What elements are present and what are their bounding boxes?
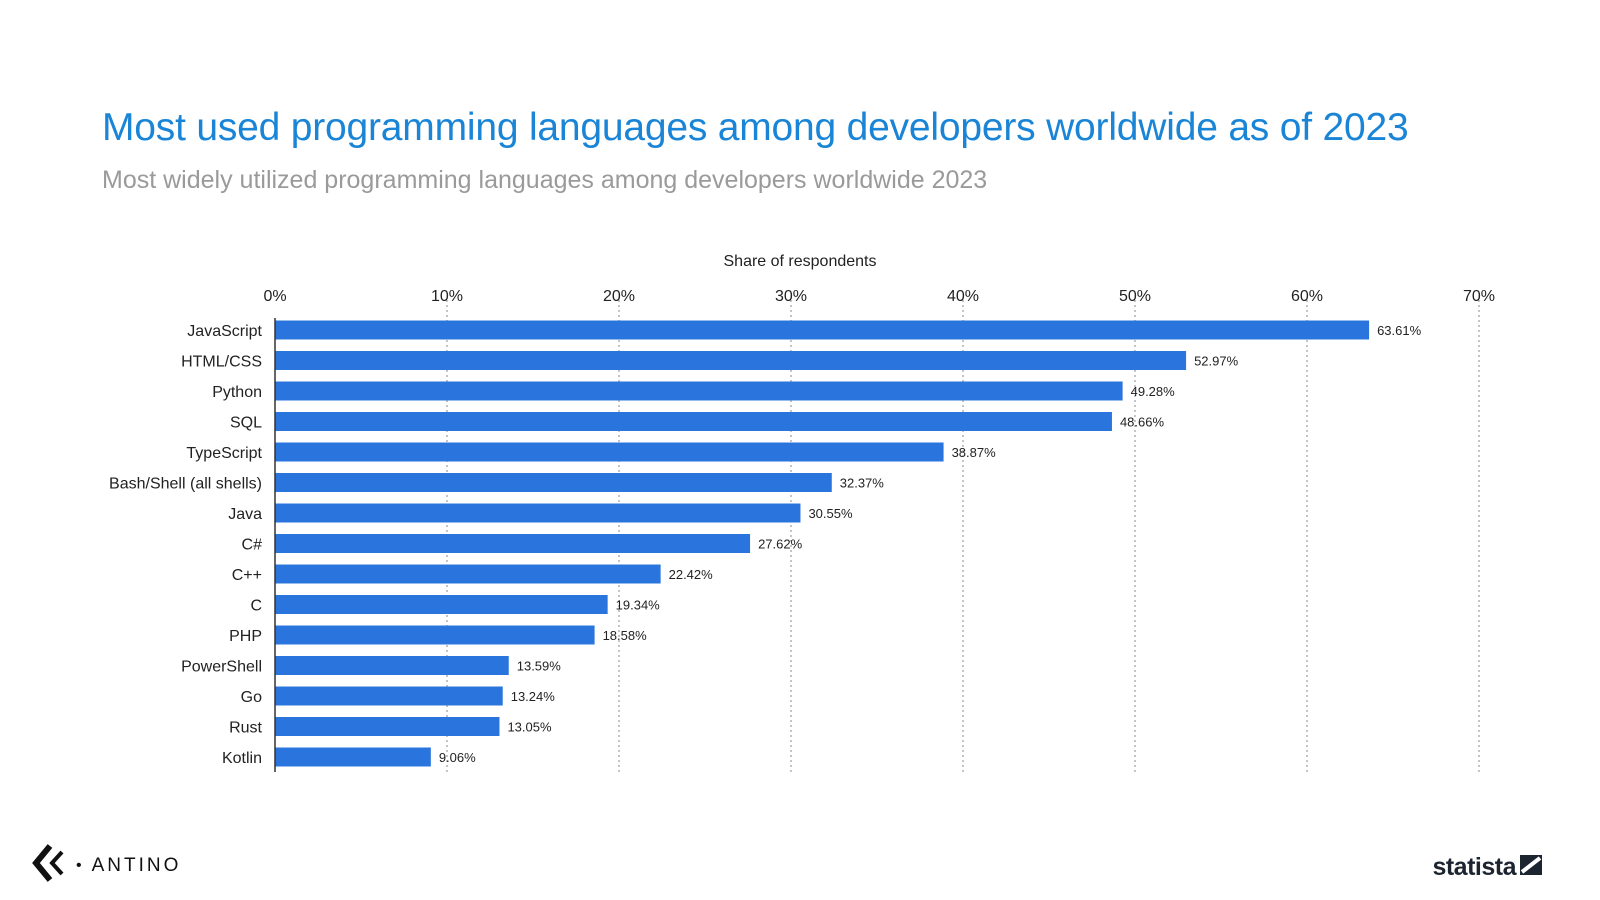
data-label: 52.97% — [1194, 354, 1239, 369]
bar — [275, 503, 801, 523]
bar — [275, 473, 832, 492]
antino-logo-icon — [32, 844, 66, 887]
bar — [275, 320, 1370, 340]
data-label: 22.42% — [669, 567, 714, 582]
bar — [275, 625, 595, 645]
bars — [275, 320, 1370, 767]
bar — [275, 656, 509, 675]
category-label: Rust — [229, 720, 262, 737]
bar — [275, 747, 431, 767]
x-tick-label: 0% — [263, 288, 286, 305]
chart-subtitle: Most widely utilized programming languag… — [102, 166, 988, 194]
data-label: 9.06% — [439, 750, 476, 765]
data-label: 13.59% — [517, 659, 562, 674]
category-label: TypeScript — [186, 445, 262, 462]
x-tick-label: 50% — [1119, 288, 1151, 305]
statista-wordmark: statista — [1432, 853, 1516, 881]
data-label: 18.58% — [603, 628, 648, 643]
bar — [275, 351, 1187, 370]
category-label: C# — [242, 537, 263, 554]
x-tick-labels: 0% 10% 20% 30% 40% 50% 60% 70% — [263, 288, 1495, 305]
data-label: 30.55% — [808, 506, 853, 521]
data-label: 32.37% — [840, 476, 885, 491]
data-labels: 63.61% 52.97% 49.28% 48.66% 38.87% 32.37% 30.5… — [439, 323, 1422, 765]
category-label: Go — [241, 689, 262, 706]
bar — [275, 595, 608, 614]
x-tick-label: 40% — [947, 288, 979, 305]
category-label: Kotlin — [222, 750, 262, 767]
category-label: Bash/Shell (all shells) — [109, 476, 262, 493]
category-label: PHP — [229, 628, 262, 645]
category-labels: JavaScript HTML/CSS Python SQL TypeScript Bas… — [109, 323, 263, 767]
x-tick-label: 30% — [775, 288, 807, 305]
x-tick-label: 10% — [431, 288, 463, 305]
antino-brand: • ANTINO — [32, 844, 181, 887]
statista-brand: statista — [1432, 853, 1542, 882]
x-tick-label: 70% — [1463, 288, 1495, 305]
x-tick-label: 20% — [603, 288, 635, 305]
x-tick-label: 60% — [1291, 288, 1323, 305]
category-label: PowerShell — [181, 659, 262, 676]
x-axis-title: Share of respondents — [724, 253, 877, 270]
data-label: 27.62% — [758, 537, 803, 552]
data-label: 19.34% — [616, 598, 661, 613]
category-label: Java — [228, 506, 262, 523]
chart-title: Most used programming languages among de… — [102, 106, 1409, 149]
data-label: 48.66% — [1120, 415, 1165, 430]
bar — [275, 686, 503, 706]
bar — [275, 412, 1112, 431]
data-label: 13.05% — [507, 720, 552, 735]
brand-separator: • — [76, 856, 82, 874]
category-label: Python — [212, 384, 262, 401]
antino-wordmark: ANTINO — [91, 854, 182, 876]
bar — [275, 564, 661, 584]
data-label: 49.28% — [1131, 384, 1176, 399]
data-label: 63.61% — [1377, 323, 1422, 338]
statista-logo-icon — [1520, 855, 1542, 880]
bar — [275, 717, 500, 736]
category-label: HTML/CSS — [181, 354, 262, 371]
category-label: C — [250, 598, 262, 615]
category-label: SQL — [230, 415, 262, 432]
data-label: 13.24% — [511, 689, 556, 704]
category-label: JavaScript — [187, 323, 262, 340]
category-label: C++ — [232, 567, 262, 584]
data-label: 38.87% — [952, 445, 997, 460]
bar — [275, 442, 944, 462]
bar — [275, 534, 751, 553]
bar — [275, 381, 1123, 401]
